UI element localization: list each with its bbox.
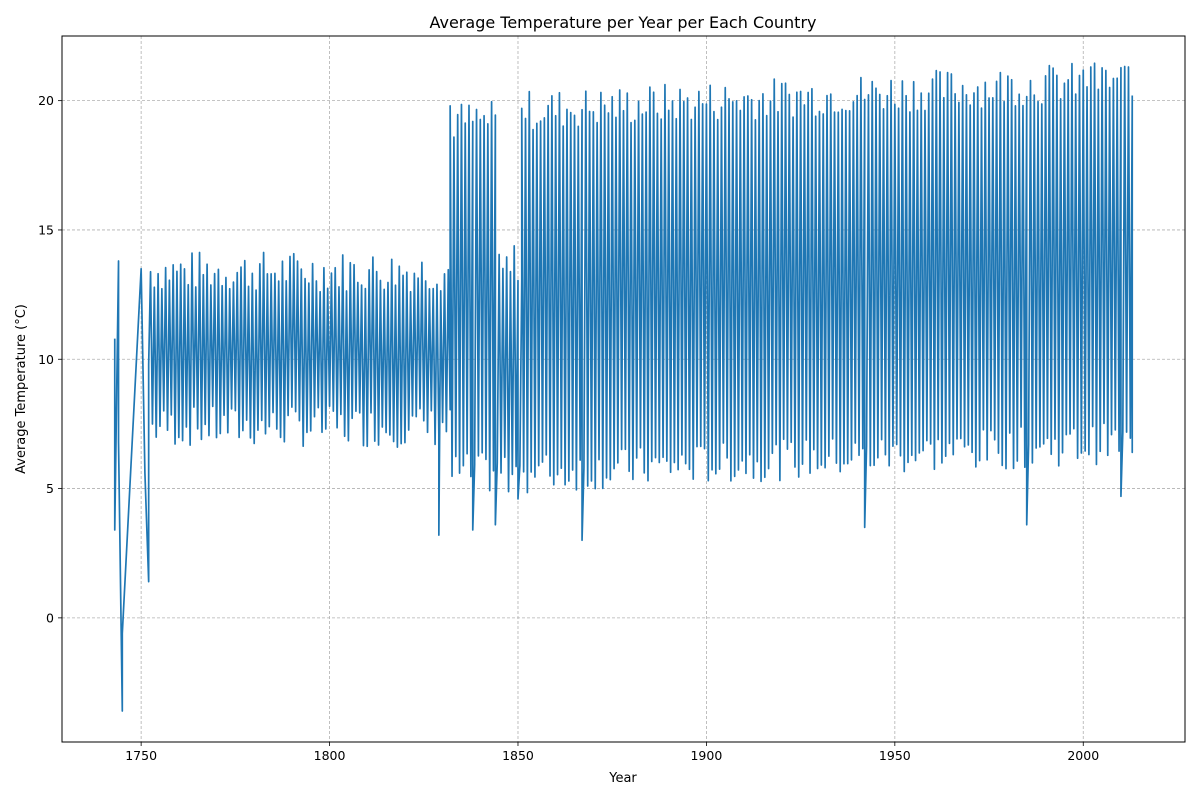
x-tick-label: 1750 — [125, 748, 157, 763]
y-tick-label: 5 — [46, 481, 54, 496]
y-tick-label: 0 — [46, 610, 54, 625]
x-tick-label: 1850 — [502, 748, 534, 763]
y-tick-label: 20 — [38, 93, 54, 108]
plot-frame — [61, 35, 1186, 743]
x-tick-label: 1800 — [314, 748, 346, 763]
x-axis: 1750 1800 1850 1900 1950 2000 — [125, 742, 1099, 763]
y-axis-label: Average Temperature (°C) — [14, 304, 29, 474]
x-tick-label: 2000 — [1067, 748, 1099, 763]
x-tick-label: 1950 — [879, 748, 911, 763]
series-line — [113, 62, 1134, 712]
chart-title: Average Temperature per Year per Each Co… — [429, 13, 816, 32]
x-tick-label: 1900 — [690, 748, 722, 763]
y-tick-label: 15 — [38, 222, 54, 237]
x-axis-label: Year — [608, 771, 637, 786]
y-axis: 0 5 10 15 20 — [38, 93, 62, 625]
y-tick-label: 10 — [38, 352, 54, 367]
